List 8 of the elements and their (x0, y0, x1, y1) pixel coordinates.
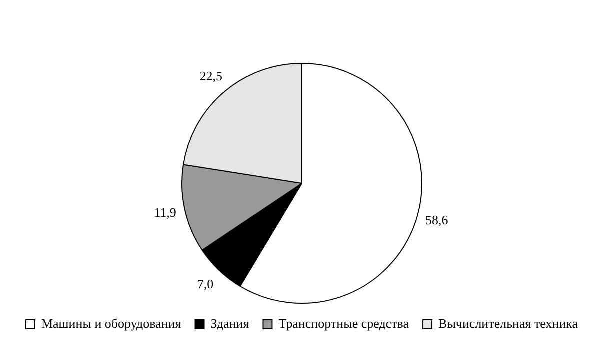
data-label: 7,0 (197, 276, 214, 292)
legend-label: Машины и оборудования (41, 316, 182, 331)
legend-label: Здания (210, 316, 250, 331)
legend-label: Транспортные средства (278, 316, 410, 331)
legend-label: Вычислительная техника (438, 316, 578, 331)
data-label: 58,6 (426, 212, 449, 228)
data-label: 22,5 (200, 68, 222, 84)
data-label: 11,9 (154, 205, 176, 220)
